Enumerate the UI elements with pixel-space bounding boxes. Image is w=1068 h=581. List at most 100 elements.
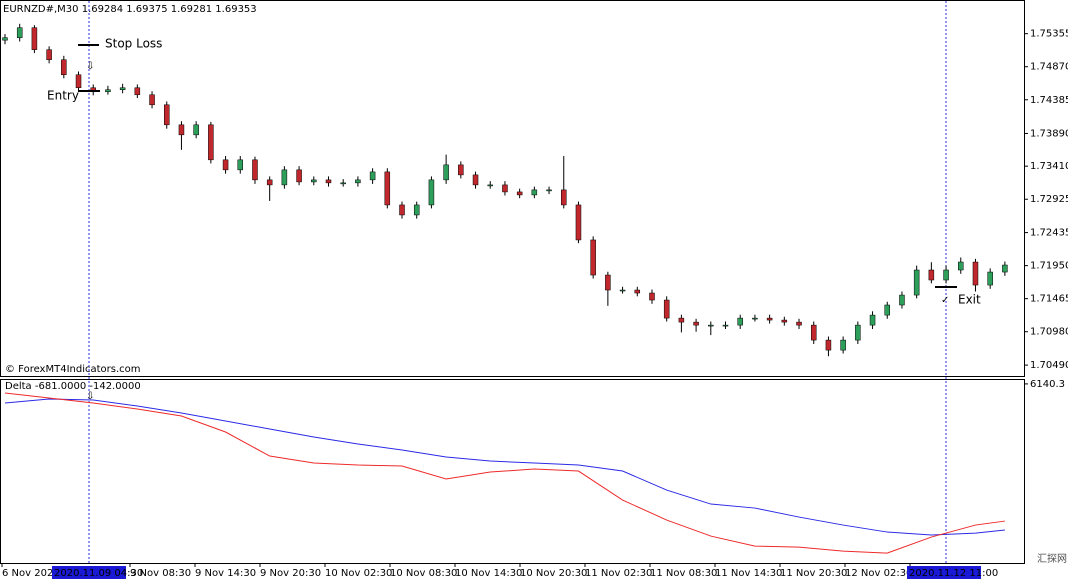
candle-body xyxy=(413,204,420,216)
entry-arrow: ⇩ xyxy=(86,61,94,72)
candle-body xyxy=(1002,264,1008,273)
candle-body xyxy=(766,317,773,321)
y-tick-label: 1.72925 xyxy=(1030,194,1068,205)
cursor-label: 2020.11.12 11:00 xyxy=(909,568,998,579)
candle-body xyxy=(663,299,670,319)
indicator-title: Delta -681.0000 -142.0000 xyxy=(5,381,141,392)
y-tick-label: 1.71950 xyxy=(1030,261,1068,272)
candle-body xyxy=(561,189,567,206)
x-tick-label: 10 Nov 02:30 xyxy=(325,568,392,579)
cursor-label: 2020.11.09 04:30 xyxy=(54,568,143,579)
candle-body xyxy=(311,179,317,183)
indicator-line xyxy=(4,398,1005,536)
candle-body xyxy=(399,204,405,216)
candle-body xyxy=(516,191,523,196)
candle-body xyxy=(810,324,817,341)
exit-check: ✓ xyxy=(941,295,949,306)
candle-body xyxy=(722,324,729,327)
candle-body xyxy=(575,204,582,241)
candle-body xyxy=(737,317,743,326)
indicator-panel xyxy=(0,379,1025,564)
candle-body xyxy=(75,74,82,89)
candle-body xyxy=(384,171,391,206)
candle-body xyxy=(472,174,479,186)
candle-body xyxy=(16,27,23,38)
candle-body xyxy=(502,184,508,193)
chart-title: EURNZD#,M30 1.69284 1.69375 1.69281 1.69… xyxy=(3,4,257,15)
candle-body xyxy=(972,261,979,286)
x-tick-label: 9 Nov 14:30 xyxy=(195,568,256,579)
x-tick-label: 11 Nov 08:30 xyxy=(650,568,717,579)
candle-body xyxy=(752,317,758,320)
candle-body xyxy=(119,87,126,90)
candle-body xyxy=(943,269,949,281)
y-tick-label: 1.73410 xyxy=(1030,161,1068,172)
candle-body xyxy=(208,124,214,161)
candle-body xyxy=(178,124,185,136)
cursor-label-bg xyxy=(907,566,981,579)
candle-body xyxy=(825,339,832,351)
candle-body xyxy=(46,49,52,60)
candle-body xyxy=(649,292,655,301)
y-tick-label: 1.73890 xyxy=(1030,128,1068,139)
y-tick-label: 1.72435 xyxy=(1030,228,1068,239)
candle-body xyxy=(149,94,155,106)
candle-body xyxy=(296,169,302,183)
y-tick-label: 1.75355 xyxy=(1030,29,1068,40)
y-tick-label: 1.71465 xyxy=(1030,294,1068,305)
candle-body xyxy=(869,314,876,326)
x-tick-label: 12 Nov 02:30 xyxy=(845,568,912,579)
candle-body xyxy=(325,179,332,184)
candle-body xyxy=(163,104,170,126)
candle-body xyxy=(252,159,258,181)
candle-body xyxy=(913,269,920,296)
candle-body xyxy=(987,271,993,286)
candle-body xyxy=(708,324,714,327)
watermark: © ForexMT4Indicators.com xyxy=(5,364,141,375)
candle-body xyxy=(355,179,361,184)
y-tick-label: 1.70980 xyxy=(1030,327,1068,338)
y-tick-label: 1.70490 xyxy=(1030,360,1068,371)
y-tick-label: 1.74385 xyxy=(1030,95,1068,106)
candle-body xyxy=(134,87,141,96)
candle-body xyxy=(237,159,244,171)
candle-body xyxy=(266,179,273,186)
y-tick-label: 1.74870 xyxy=(1030,62,1068,73)
x-tick-label: 9 Nov 20:30 xyxy=(260,568,321,579)
candle-body xyxy=(855,324,861,341)
candle-body xyxy=(458,164,464,176)
candle-body xyxy=(105,89,111,93)
annotation: Exit xyxy=(958,293,981,307)
candle-body xyxy=(796,321,802,326)
candle-body xyxy=(928,269,935,281)
entry-arrow: ⇩ xyxy=(86,391,94,402)
candle-body xyxy=(899,294,905,306)
candle-body xyxy=(281,169,288,186)
candle-body xyxy=(884,304,891,316)
x-tick-label: 6 Nov 2020 xyxy=(2,568,60,579)
candle-body xyxy=(693,321,699,326)
candle-body xyxy=(369,171,376,181)
candle-body xyxy=(634,289,641,294)
candle-body xyxy=(31,27,38,50)
annotation: Entry xyxy=(47,89,79,103)
x-tick-label: 10 Nov 14:30 xyxy=(455,568,522,579)
candle-body xyxy=(428,179,435,206)
candle-body xyxy=(531,189,538,196)
candle-body xyxy=(61,59,67,76)
cursor-label-bg xyxy=(52,566,126,579)
candle-body xyxy=(340,182,346,185)
candle-body xyxy=(958,261,964,271)
candle-body xyxy=(222,159,229,171)
y-tick-label: 6140.3 xyxy=(1030,379,1065,390)
candle-body xyxy=(840,339,846,351)
candle-body xyxy=(590,239,596,276)
x-tick-label: 11 Nov 14:30 xyxy=(715,568,782,579)
candle-body xyxy=(487,184,493,187)
marks: 1.75355 1.74870 1.74385 1.73890 1.73410 1.729… xyxy=(1,23,1068,579)
candle-body xyxy=(546,189,552,192)
annotation: Stop Loss xyxy=(105,37,162,51)
site-mark: 汇探网 xyxy=(1037,552,1067,565)
